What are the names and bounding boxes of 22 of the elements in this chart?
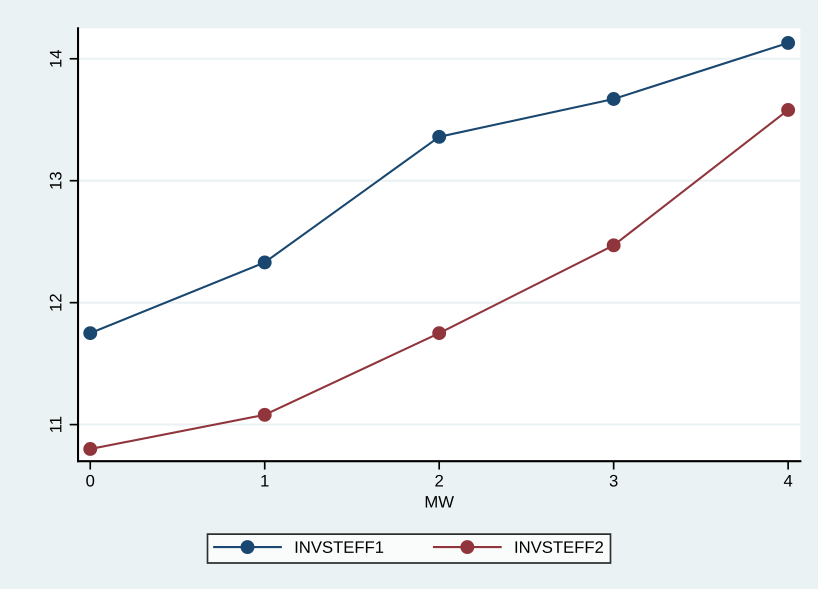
point xyxy=(606,238,621,252)
legend-label: INVSTEFF1 xyxy=(296,541,384,554)
point xyxy=(258,255,272,270)
x-tick-label: 4 xyxy=(784,474,792,486)
point xyxy=(781,103,796,117)
y-tick-label: 11 xyxy=(50,416,62,432)
point xyxy=(432,130,446,144)
point xyxy=(83,326,98,340)
x-tick-label: 2 xyxy=(435,474,443,486)
y-tick-label: 13 xyxy=(50,172,62,189)
point xyxy=(258,408,272,422)
x-axis-title: MW xyxy=(426,496,454,508)
x-tick-label: 0 xyxy=(86,474,94,487)
y-tick-label: 14 xyxy=(50,50,62,67)
y-tick-label: 12 xyxy=(50,294,62,311)
point xyxy=(83,442,98,456)
x-tick-label: 3 xyxy=(610,474,618,487)
point xyxy=(432,326,446,340)
point xyxy=(781,36,796,50)
x-tick-label: 1 xyxy=(261,474,269,486)
legend-label: INVSTEFF2 xyxy=(516,541,603,554)
point xyxy=(606,92,621,106)
